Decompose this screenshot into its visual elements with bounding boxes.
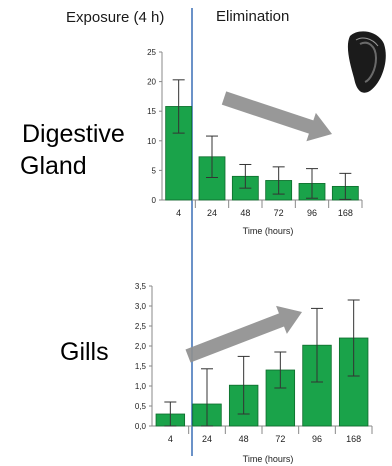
error-bar — [172, 79, 185, 134]
y-tick-label: 0,5 — [135, 402, 147, 411]
x-tick-label: 72 — [275, 434, 285, 444]
y-tick-label: 25 — [147, 48, 156, 57]
y-tick-label: 1,0 — [135, 382, 147, 391]
error-bar — [164, 401, 177, 427]
error-bar — [339, 172, 352, 200]
y-tick-label: 2,0 — [135, 342, 147, 351]
error-bar — [274, 351, 287, 389]
x-tick-label: 24 — [207, 208, 217, 218]
x-tick-label: 96 — [312, 434, 322, 444]
error-bar — [347, 299, 360, 377]
trend-arrow-down — [221, 91, 333, 142]
error-bar — [237, 355, 250, 415]
organ-label-digestive: Digestive — [22, 120, 125, 148]
y-tick-label: 5 — [152, 166, 157, 175]
y-tick-label: 20 — [147, 78, 156, 87]
x-tick-label: 96 — [307, 208, 317, 218]
elimination-header: Elimination — [216, 8, 290, 25]
y-tick-label: 0,0 — [135, 422, 147, 431]
y-tick-label: 10 — [147, 137, 156, 146]
organ-label-gland: Gland — [20, 152, 87, 180]
x-tick-label: 168 — [346, 434, 361, 444]
error-bar — [206, 135, 218, 179]
x-tick-label: 4 — [176, 208, 181, 218]
x-axis-label: Time (hours) — [243, 226, 294, 236]
y-tick-label: 0 — [152, 196, 157, 205]
x-tick-label: 48 — [239, 434, 249, 444]
mussel-shell-icon — [347, 31, 386, 93]
trend-arrow-up — [185, 305, 303, 363]
x-tick-label: 168 — [338, 208, 353, 218]
organ-label-gills: Gills — [60, 338, 109, 366]
x-tick-label: 72 — [274, 208, 284, 218]
x-axis-label: Time (hours) — [243, 454, 294, 464]
x-tick-label: 24 — [202, 434, 212, 444]
chart-gills: 0,0 0,5 1,0 1,5 2,0 2,5 3,0 3,5 4 24 48 72 96 168 Time… — [135, 282, 373, 464]
y-tick-label: 3,5 — [135, 282, 147, 291]
bar — [302, 344, 332, 427]
y-tick-label: 3,0 — [135, 302, 147, 311]
y-tick-label: 1,5 — [135, 362, 147, 371]
error-bar — [306, 168, 318, 199]
error-bar — [272, 166, 285, 195]
error-bar — [311, 307, 323, 383]
x-tick-label: 48 — [240, 208, 250, 218]
bar — [165, 106, 193, 201]
x-tick-label: 4 — [168, 434, 173, 444]
error-bar — [239, 163, 252, 189]
chart-digestive-gland: 0 5 10 15 20 25 4 24 48 72 96 168 Time (hours) — [147, 48, 363, 236]
exposure-header: Exposure (4 h) — [66, 9, 165, 26]
y-tick-label: 2,5 — [135, 322, 147, 331]
y-tick-label: 15 — [147, 107, 156, 116]
error-bar — [201, 368, 213, 427]
